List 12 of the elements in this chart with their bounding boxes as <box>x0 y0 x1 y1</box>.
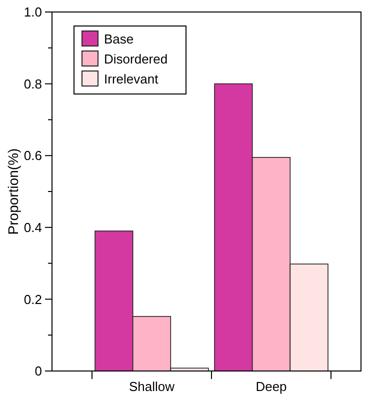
y-axis-title: Proportion(%) <box>5 148 21 235</box>
legend-label: Base <box>104 32 134 47</box>
y-tick-label: 0.4 <box>24 220 42 235</box>
y-tick-label: 1.0 <box>24 4 42 20</box>
y-tick-label: 0 <box>34 364 42 379</box>
x-tick-label: Shallow <box>128 379 176 394</box>
y-tick-label: 0.2 <box>24 292 42 307</box>
y-tick-label: 0.6 <box>24 148 42 164</box>
y-tick-label: 0.8 <box>24 76 42 92</box>
x-tick-label: Deep <box>256 379 287 394</box>
legend-label: Disordered <box>104 52 168 67</box>
legend-label: Irrelevant <box>104 72 159 87</box>
